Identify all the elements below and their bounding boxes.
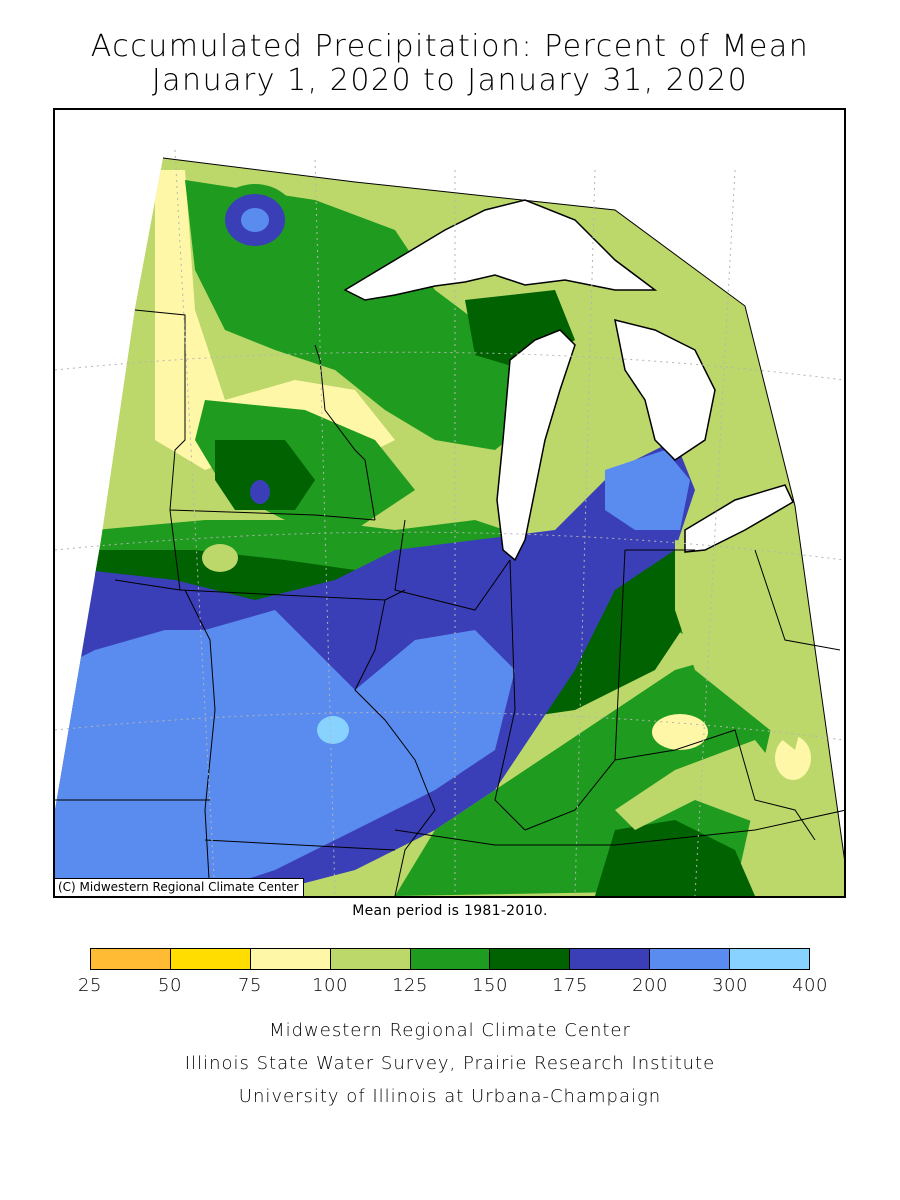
map-date-range: January 1, 2020 to January 31, 2020: [151, 63, 749, 98]
great-lakes: [343, 199, 794, 562]
border-ne-mo: [184, 589, 216, 896]
credit-line: University of Illinois at Urbana-Champai…: [238, 1086, 662, 1107]
border-il-mo: [354, 599, 436, 896]
region-outline: [162, 157, 844, 860]
shade-100-125-oh: [675, 540, 815, 750]
border-mn: [134, 309, 376, 521]
legend-swatch-75-100: [250, 949, 331, 969]
border-mn-wi: [314, 344, 376, 521]
shade-200-300-mi: [605, 450, 690, 530]
legend-swatch-50-75: [170, 949, 251, 969]
graticule-lon-4: [574, 169, 596, 896]
border-oh-pa: [754, 549, 841, 651]
shade-100-125-east: [615, 740, 795, 830]
border-mo-ar: [204, 839, 396, 851]
legend-swatch-25-50: [91, 949, 171, 969]
legend-swatch-150-175: [490, 949, 571, 969]
legend-swatch-175-200: [570, 949, 651, 969]
mean-period-note: Mean period is 1981-2010.: [352, 903, 548, 919]
map-copyright: (C) Midwestern Regional Climate Center: [55, 878, 304, 896]
lake-michigan: [496, 329, 576, 562]
legend-swatch-125-150: [410, 949, 491, 969]
state-borders: [55, 309, 844, 896]
credit-line: Midwestern Regional Climate Center: [269, 1020, 631, 1041]
legend-swatch-100-125: [330, 949, 411, 969]
legend-tick-175: 175: [552, 975, 588, 996]
credit-line: Illinois State Water Survey, Prairie Res…: [184, 1053, 716, 1074]
graticule: [55, 149, 844, 896]
map-title: Accumulated Precipitation: Percent of Me…: [90, 29, 810, 64]
map-canvas: [55, 149, 844, 896]
legend-tick-400: 400: [792, 975, 828, 996]
shade-75-100-ky: [652, 714, 708, 750]
legend-tick-125: 125: [392, 975, 428, 996]
shade-150-175-south: [595, 820, 755, 896]
border-wi-il: [394, 519, 511, 611]
precipitation-map: (C) Midwestern Regional Climate Center: [53, 108, 846, 898]
shade-150-175-mn: [215, 440, 315, 510]
lake-erie: [684, 484, 794, 553]
shade-200-300-nmn: [241, 208, 269, 232]
shade-300-400: [317, 716, 349, 744]
graticule-lon-2: [314, 159, 336, 896]
legend-tick-300: 300: [712, 975, 748, 996]
shade-200-300-main: [55, 610, 515, 896]
color-legend: [90, 948, 810, 970]
border-in-oh: [524, 549, 626, 831]
lake-superior: [343, 199, 658, 301]
shade-75-100-west: [155, 170, 395, 470]
legend-tick-25: 25: [78, 975, 102, 996]
legend-tick-50: 50: [158, 975, 182, 996]
legend-tick-150: 150: [472, 975, 508, 996]
border-ky-wv: [614, 729, 816, 841]
border-il-in: [494, 559, 526, 831]
legend-swatch-200-300: [650, 949, 731, 969]
legend-swatch-300-400: [730, 949, 810, 969]
border-ky-tn: [394, 809, 844, 846]
shade-100-125-spot: [202, 544, 238, 572]
legend-tick-75: 75: [238, 975, 262, 996]
legend-tick-100: 100: [312, 975, 348, 996]
graticule-lon-1: [174, 149, 216, 896]
graticule-lon-5: [694, 169, 736, 896]
legend-tick-labels: 25 50 75 100 125 150 175 200 300 400: [78, 975, 827, 999]
legend-tick-200: 200: [632, 975, 668, 996]
shade-175-200-mn: [250, 480, 270, 504]
shade-75-100-wv: [775, 736, 811, 780]
lake-huron: [614, 318, 716, 461]
